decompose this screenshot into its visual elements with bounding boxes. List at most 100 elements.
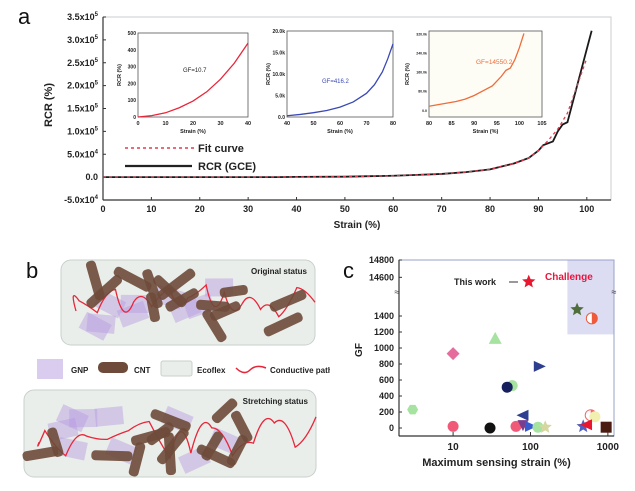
x-tick-label: 10	[146, 204, 156, 214]
cnt-tube	[113, 266, 152, 292]
data-point-circle	[484, 422, 496, 434]
cnt-tube	[156, 427, 189, 465]
cnt-tube	[263, 312, 303, 337]
x-tick-label: 80	[485, 204, 495, 214]
gnp-sheet	[69, 409, 98, 428]
inset-x-tick-label: 20	[190, 121, 196, 127]
x-tick-label: 0	[100, 204, 105, 214]
cnt-cylinder-icon	[98, 362, 128, 373]
diagram-b: Original status Stretching status GNP CNT Ec…	[22, 259, 330, 478]
gnp-hexagon-sheet-icon	[37, 359, 63, 379]
cnt-tube	[142, 269, 163, 309]
cnt-tube	[157, 268, 196, 300]
legend-rcr-label: RCR (GCE)	[198, 161, 256, 173]
inset-y-tick-label: 10.0k	[272, 72, 285, 78]
inset-x-tick-label: 60	[337, 121, 343, 127]
y-tick-label: 0.0	[85, 172, 98, 182]
inset-x-tick-label: 40	[284, 121, 290, 127]
ecoflex-box-icon	[160, 360, 193, 377]
data-point-hexagon	[407, 404, 419, 415]
legend-gnp: GNP	[71, 366, 89, 375]
y-tick-label: 600	[379, 375, 394, 385]
cnt-tube	[269, 289, 307, 312]
x-tick-label: 1000	[597, 442, 620, 453]
gnp-sheet	[94, 406, 125, 427]
status-label: Original status	[251, 267, 308, 276]
y-tick-label: 14800	[369, 255, 394, 265]
cnt-tube	[47, 427, 64, 457]
x-tick-label: 30	[243, 204, 253, 214]
inset-y-tick-label: 320.0k	[416, 32, 427, 36]
inset-x-tick-label: 80	[426, 121, 432, 127]
cnt-tube	[146, 292, 160, 323]
original-status-panel: Original status	[60, 259, 316, 346]
y-tick-label: 0	[389, 423, 394, 433]
inset-y-tick-label: 300	[128, 65, 137, 71]
axis-break-mark: ≈	[612, 287, 617, 297]
inset-y-tick-label: 80.0k	[418, 90, 427, 94]
inset-y-tick-label: 500	[128, 31, 137, 37]
inset-y-tick-label: 240.0k	[416, 52, 427, 56]
inset-x-tick-label: 30	[217, 121, 223, 127]
legend-conductive-path: Conductive path	[270, 366, 330, 375]
inset-y-tick-label: 200	[128, 81, 137, 87]
inset-y-tick-label: 100	[128, 98, 137, 104]
y-tick-label: 200	[379, 407, 394, 417]
inset-x-tick-label: 50	[310, 121, 316, 127]
y-tick-label: 1.0x105	[67, 126, 99, 136]
inset-y-tick-label: 5.0k	[275, 94, 285, 100]
data-point-circle	[447, 420, 459, 432]
inset-2: 40 50 60 70 80 0.0 5.0k 10.0k 15.0k 20.0k Strain (…	[266, 29, 396, 135]
data-point-circle	[589, 411, 601, 423]
cnt-tube	[128, 442, 146, 477]
cnt-tube	[146, 422, 174, 446]
inset-curve	[428, 33, 525, 107]
y-tick-label: 1200	[374, 327, 394, 337]
inset-y-tick-label: 15.0k	[272, 51, 285, 57]
gnp-sheet	[116, 300, 150, 328]
panel-label-a: a	[18, 4, 31, 29]
gnp-sheet	[86, 313, 116, 334]
inset-x-tick-label: 95	[494, 121, 500, 127]
inset-curve	[286, 43, 394, 117]
data-point-diamond	[446, 347, 460, 361]
y-tick-label: -5.0x104	[64, 195, 99, 205]
data-point-half-circle	[585, 312, 598, 325]
data-point-circle	[532, 421, 544, 433]
annotation-challenge: Challenge	[545, 272, 593, 283]
data-point-triangle-left	[516, 409, 529, 421]
y-tick-label: 1400	[374, 311, 394, 321]
cnt-tube	[230, 410, 253, 443]
gnp-sheet	[55, 404, 89, 433]
inset-x-axis-label: Strain (%)	[473, 129, 499, 135]
chart-a: 0 10 20 30 40 50 60 70 80 90 100-5.0x1040.05.0x104…	[43, 12, 612, 231]
data-point-square	[600, 421, 612, 433]
y-tick-label: 800	[379, 359, 394, 369]
inset-y-tick-label: 0.0	[422, 109, 427, 113]
cnt-tube	[211, 398, 238, 424]
status-label: Stretching status	[243, 397, 309, 406]
inset-y-axis-label: RCR (%)	[117, 64, 123, 86]
inset-y-axis-label: RCR (%)	[266, 63, 272, 85]
data-point-triangle-up	[488, 331, 502, 344]
cnt-tube	[202, 309, 227, 343]
cnt-tube	[219, 284, 248, 298]
inset-x-tick-label: 100	[515, 121, 524, 127]
y-tick-label: 2.0x105	[67, 81, 99, 91]
inset-gf-annotation: GF=416.2	[322, 79, 350, 85]
x-tick-label: 60	[388, 204, 398, 214]
y-tick-label: 400	[379, 391, 394, 401]
stretching-status-panel: Stretching status	[22, 389, 317, 478]
data-point-triangle-right	[524, 420, 537, 432]
y-tick-label: 3.0x105	[67, 35, 99, 45]
inset-y-tick-label: 0	[133, 115, 136, 121]
data-point-triangle-right	[533, 360, 546, 372]
y-tick-label: 5.0x104	[67, 149, 99, 159]
inset-3: 80 85 90 95 100 105 0.0 80.0k 160.0k 240.0k 320.0k…	[405, 30, 547, 135]
inset-gf-annotation: GF=14550.2	[476, 59, 513, 66]
y-tick-label: 1.5x105	[67, 104, 99, 114]
panel-label-c: c	[343, 258, 354, 283]
inset-x-tick-label: 80	[390, 121, 396, 127]
gnp-sheet	[168, 295, 202, 324]
y-axis-label: RCR (%)	[43, 83, 55, 127]
